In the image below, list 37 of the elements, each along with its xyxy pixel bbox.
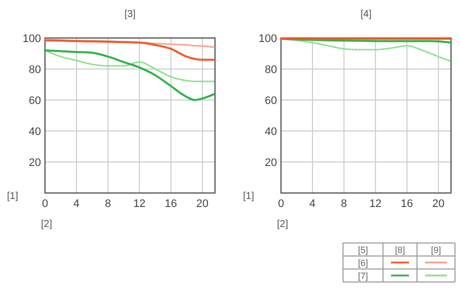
x-tick-label: 16 bbox=[164, 198, 178, 210]
text: [6] bbox=[358, 258, 368, 268]
x-tick-label: 8 bbox=[340, 198, 348, 210]
line-series bbox=[44, 38, 216, 48]
x-tick-label: 12 bbox=[369, 198, 382, 210]
y-tick-label: 20 bbox=[264, 157, 277, 169]
line-series bbox=[44, 49, 216, 101]
y-axis-title: [1] bbox=[243, 191, 254, 202]
y-axis-title: [1] bbox=[7, 191, 18, 202]
x-axis-title: [2] bbox=[41, 219, 52, 230]
x-tick-label: 8 bbox=[104, 198, 112, 210]
y-tick-label: 20 bbox=[28, 157, 41, 169]
line-series bbox=[44, 39, 216, 61]
y-tick-label: 100 bbox=[22, 33, 41, 45]
x-axis-title: [2] bbox=[277, 219, 288, 230]
y-tick-label: 60 bbox=[264, 95, 277, 107]
x-tick-label: 4 bbox=[309, 198, 316, 210]
line-series bbox=[44, 50, 216, 82]
y-tick-label: 40 bbox=[28, 126, 41, 138]
chart-title: [3] bbox=[124, 9, 136, 20]
y-tick-label: 100 bbox=[258, 33, 277, 45]
x-tick-label: 16 bbox=[400, 198, 414, 210]
x-tick-label: 20 bbox=[432, 198, 445, 210]
y-tick-label: 80 bbox=[28, 64, 41, 76]
text: [9] bbox=[430, 245, 442, 255]
y-tick-label: 80 bbox=[264, 64, 277, 76]
x-tick-label: 0 bbox=[42, 198, 48, 210]
x-tick-label: 0 bbox=[278, 198, 284, 210]
y-tick-label: 60 bbox=[28, 95, 41, 107]
x-tick-label: 20 bbox=[196, 198, 209, 210]
chart-title: [4] bbox=[360, 9, 372, 20]
text: [5] bbox=[358, 245, 368, 255]
y-tick-label: 40 bbox=[264, 126, 277, 138]
text: [8] bbox=[394, 245, 406, 255]
x-tick-label: 12 bbox=[133, 198, 146, 210]
x-tick-label: 4 bbox=[73, 198, 80, 210]
text: [7] bbox=[358, 271, 368, 281]
